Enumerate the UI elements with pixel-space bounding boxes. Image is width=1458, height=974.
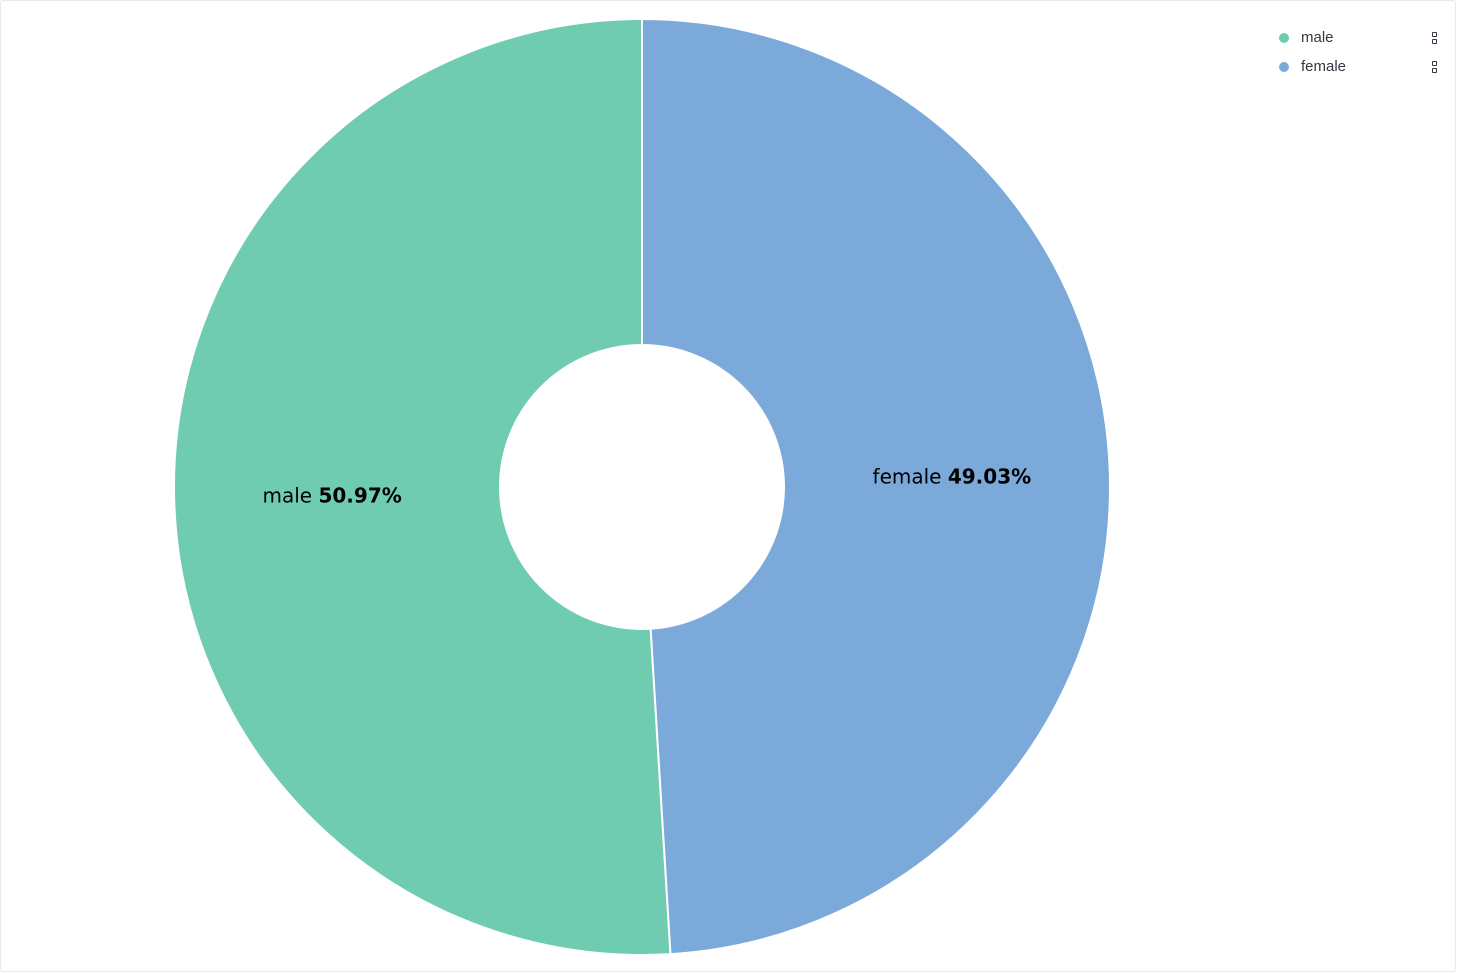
legend-swatch-male	[1279, 32, 1289, 43]
legend-label-male: male	[1301, 29, 1334, 46]
legend-label-female: female	[1301, 58, 1347, 75]
legend-swatch-female	[1279, 61, 1289, 72]
slice-label-male: male 50.97%	[263, 483, 402, 507]
legend: male female	[1271, 23, 1441, 81]
slice-labels: male 50.97% female 49.03%	[263, 464, 1032, 507]
more-vertical-icon[interactable]	[1427, 28, 1441, 48]
slice-male[interactable]	[173, 17, 672, 956]
slice-female[interactable]	[641, 17, 1111, 956]
legend-item-male[interactable]: male	[1271, 23, 1441, 52]
slice-label-female: female 49.03%	[873, 464, 1032, 488]
donut-slices	[173, 17, 1111, 956]
more-vertical-icon[interactable]	[1427, 57, 1441, 77]
legend-item-female[interactable]: female	[1271, 52, 1441, 81]
